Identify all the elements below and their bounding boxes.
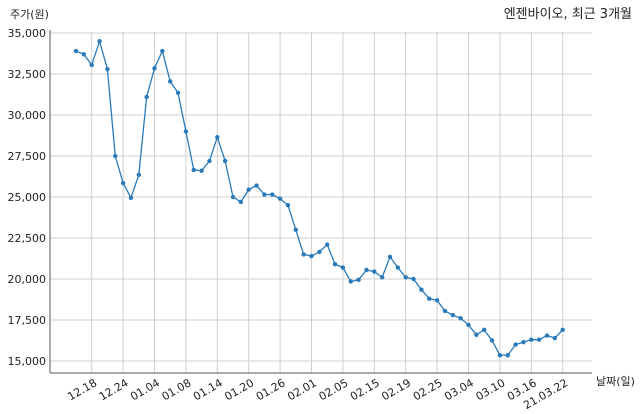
data-point [427,296,432,301]
y-tick-labels: 15,000 17,500 20,000 22,500 25,000 27,500 30,0… [8,27,47,368]
data-point [395,265,401,270]
data-point [230,194,236,200]
data-point [191,167,196,173]
y-tick-label: 22,500 [8,232,47,245]
data-point [277,196,283,201]
data-point [285,203,291,208]
data-point [120,180,126,186]
data-point [379,275,385,280]
data-point [387,254,393,260]
data-point [144,94,149,100]
data-point [222,158,228,164]
data-point [199,168,204,173]
data-point [332,262,338,267]
y-tick-label: 32,500 [8,68,47,81]
axes [49,30,592,374]
x-tick-label: 02.01 [285,376,319,403]
data-point [442,308,448,314]
data-point [175,90,181,96]
data-point [356,277,361,283]
data-point [364,267,369,273]
data-point [536,337,542,342]
data-point [309,253,314,259]
x-tick-label: 01.26 [254,376,288,403]
y-tick-label: 17,500 [8,314,47,327]
x-tick-label: 01.14 [191,376,225,403]
data-point [105,66,110,72]
data-point [97,39,102,44]
data-point [293,227,298,232]
data-point [262,192,267,197]
data-point [160,48,165,54]
data-point [89,62,94,68]
data-point [238,199,244,205]
data-point [152,66,157,71]
x-tick-label: 02.05 [317,376,351,403]
x-tick-label: 12.24 [97,376,131,403]
data-point [301,252,306,257]
x-tick-label: 02.19 [379,376,413,403]
data-point [215,134,220,140]
grid-lines [50,32,592,373]
data-point [325,242,330,247]
data-point [560,327,565,333]
data-point [348,279,353,284]
x-tick-label: 02.15 [348,376,382,403]
data-point [434,298,440,303]
x-tick-label: 03.04 [442,376,476,403]
x-tick-label: 03.10 [474,376,508,403]
x-tick-label: 01.08 [160,376,194,403]
data-point [81,52,87,57]
data-point [317,249,322,255]
data-point [497,353,503,358]
price-series [73,38,565,358]
x-tick-label: 12.18 [65,376,99,403]
data-point [372,269,377,274]
data-point [113,153,118,159]
data-point [340,265,346,270]
data-point [466,322,471,328]
data-point [136,172,141,178]
data-point [246,187,251,192]
x-tick-label: 01.20 [222,376,256,403]
price-line [75,38,564,356]
data-point [458,316,463,321]
y-tick-label: 20,000 [8,273,47,286]
data-point [411,276,416,282]
data-point [450,312,455,318]
data-point [552,335,558,341]
data-point [207,158,212,164]
data-point [544,333,550,338]
data-point [529,337,534,342]
data-point [403,275,408,280]
x-tick-labels: 12.1812.2401.0401.0801.1401.2001.2602.01… [65,376,570,412]
data-point [254,183,259,188]
y-tick-label: 35,000 [8,27,47,40]
data-point [521,339,526,345]
data-point [183,129,189,134]
data-point [128,195,134,201]
x-tick-label: 01.04 [128,376,162,403]
y-tick-label: 30,000 [8,109,47,122]
y-tick-label: 27,500 [8,150,47,163]
data-point [168,79,173,84]
data-point [73,48,79,54]
chart-title: 엔젠바이오, 최근 3개월 [504,7,632,22]
data-point [474,332,479,337]
data-point [419,287,424,292]
y-axis-label: 주가(원) [10,8,49,21]
y-tick-label: 25,000 [8,191,47,204]
data-point [482,327,487,333]
y-tick-label: 15,000 [8,355,47,368]
data-point [513,342,518,347]
x-axis-label: 날짜(일) [596,374,635,388]
data-point [505,353,510,358]
data-point [489,338,495,343]
data-point [270,192,275,197]
x-tick-label: 02.25 [411,376,445,403]
